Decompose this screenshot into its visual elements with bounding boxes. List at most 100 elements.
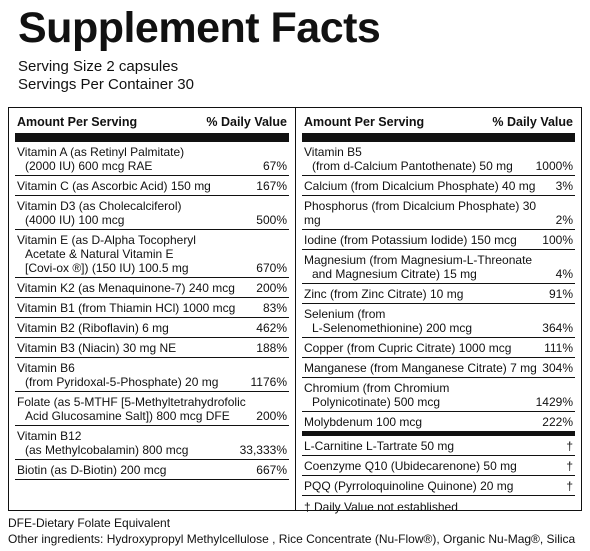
daily-value: 1176% [250,375,287,389]
nutrient-name: Vitamin C (as Ascorbic Acid) 150 mg [17,179,211,193]
servings-per-container: Servings Per Container 30 [18,76,194,93]
nutrient-name: Vitamin D3 (as Cholecalciferol) (4000 IU)… [17,199,182,227]
name-line: Vitamin B6 [17,361,75,375]
name-line: (2000 IU) 600 mcg RAE [25,159,153,173]
daily-value: 222% [542,415,573,429]
footer-line: DFE-Dietary Folate Equivalent [8,516,171,530]
nutrient-row: Manganese (from Manganese Citrate) 7 mg 3… [302,358,575,378]
nutrient-name: Selenium (from L-Selenomethionine) 200 mc… [304,307,472,335]
nutrient-row: Calcium (from Dicalcium Phosphate) 40 mg… [302,176,575,196]
nutrient-name: Molybdenum 100 mcg [304,415,422,429]
daily-value: 200% [256,409,287,423]
nutrient-row: Selenium (from L-Selenomethionine) 200 mc… [302,304,575,338]
daily-value: 364% [542,321,573,335]
title: Supplement Facts [18,4,381,52]
serving-size: Serving Size 2 capsules [18,58,179,75]
name-line: Copper (from Cupric Citrate) 1000 mcg [304,341,512,355]
nutrient-name: Chromium (from Chromium Polynicotinate) 5… [304,381,449,409]
column-header: Amount Per Serving % Daily Value [302,108,575,142]
nutrient-row: Copper (from Cupric Citrate) 1000 mcg 111… [302,338,575,358]
nutrient-name: Vitamin B5 (from d-Calcium Pantothenate) … [304,145,513,173]
nutrient-row: Magnesium (from Magnesium-L-Threonate and… [302,250,575,284]
name-line: L-Selenomethionine) 200 mcg [312,321,473,335]
name-line: Zinc (from Zinc Citrate) 10 mg [304,287,464,301]
daily-value: 670% [256,261,287,275]
column: Amount Per Serving % Daily Value Vitamin B… [295,108,581,514]
nutrient-name: Vitamin B12 (as Methylcobalamin) 800 mcg [17,429,188,457]
nutrient-name: Zinc (from Zinc Citrate) 10 mg [304,287,463,301]
name-line: Acid Glucosamine Salt]) 800 mcg DFE [25,409,230,423]
name-line: [Covi-ox ®]) (150 IU) 100.5 mg [25,261,189,275]
name-line: Vitamin K2 (as Menaquinone-7) 240 mcg [17,281,235,295]
daily-value: 91% [548,287,573,301]
name-line: Polynicotinate) 500 mcg [312,395,441,409]
nutrient-name: L-Carnitine L-Tartrate 50 mg [304,439,454,453]
dv-header: % Daily Value [206,115,287,129]
daily-value: 1000% [535,159,573,173]
nutrient-name: PQQ (Pyrroloquinoline Quinone) 20 mg [304,479,513,493]
nutrient-row: Iodine (from Potassium Iodide) 150 mcg 10… [302,230,575,250]
daily-value: 1429% [535,395,573,409]
daily-value: 4% [555,267,573,281]
name-line: Vitamin C (as Ascorbic Acid) 150 mg [17,179,211,193]
nutrient-row: Folate (as 5-MTHF [5-Methyltetrahydrofol… [15,392,289,426]
daily-value: 2% [555,213,573,227]
name-line: Calcium (from Dicalcium Phosphate) 40 mg [304,179,536,193]
daily-value: 111% [544,341,573,355]
name-line: Phosphorus (from Dicalcium Phosphate) 30… [304,199,537,227]
name-line: Vitamin D3 (as Cholecalciferol) [17,199,182,213]
column: Amount Per Serving % Daily Value Vitamin A… [9,108,295,510]
nutrient-name: Vitamin A (as Retinyl Palmitate) (2000 IU… [17,145,184,173]
daily-value: 667% [256,463,287,477]
name-line: (from d-Calcium Pantothenate) 50 mg [312,159,513,173]
amount-header: Amount Per Serving [17,115,138,129]
name-line: Vitamin A (as Retinyl Palmitate) [17,145,185,159]
name-line: Biotin (as D-Biotin) 200 mcg [17,463,167,477]
name-line: (as Methylcobalamin) 800 mcg [25,443,189,457]
name-line: Magnesium (from Magnesium-L-Threonate [304,253,533,267]
nutrient-name: Vitamin E (as D-Alpha Tocopheryl Acetate … [17,233,196,275]
nutrient-row: Vitamin K2 (as Menaquinone-7) 240 mcg 200… [15,278,289,298]
nutrient-row: Vitamin A (as Retinyl Palmitate) (2000 IU… [15,142,289,176]
name-line: Vitamin B1 (from Thiamin HCl) 1000 mcg [17,301,236,315]
nutrient-row: Vitamin B1 (from Thiamin HCl) 1000 mcg 83… [15,298,289,318]
daily-value: 462% [256,321,287,335]
nutrient-name: Manganese (from Manganese Citrate) 7 mg [304,361,537,375]
daily-value: † [566,459,573,473]
nutrient-name: Vitamin B2 (Riboflavin) 6 mg [17,321,169,335]
nutrient-name: Phosphorus (from Dicalcium Phosphate) 30… [304,199,552,227]
daily-value: 100% [542,233,573,247]
nutrient-row: Vitamin E (as D-Alpha Tocopheryl Acetate … [15,230,289,278]
nutrient-name: Biotin (as D-Biotin) 200 mcg [17,463,166,477]
nutrient-name: Coenzyme Q10 (Ubidecarenone) 50 mg [304,459,517,473]
daily-value: 3% [555,179,573,193]
daily-value: 200% [256,281,287,295]
name-line: L-Carnitine L-Tartrate 50 mg [304,439,455,453]
name-line: (from Pyridoxal-5-Phosphate) 20 mg [25,375,219,389]
nutrient-row: Biotin (as D-Biotin) 200 mcg 667% [15,460,289,480]
daily-value: 500% [256,213,287,227]
daily-value: † [566,479,573,493]
nutrient-row: Phosphorus (from Dicalcium Phosphate) 30… [302,196,575,230]
column-header: Amount Per Serving % Daily Value [15,108,289,142]
nutrient-name: Magnesium (from Magnesium-L-Threonate and… [304,253,532,281]
name-line: Coenzyme Q10 (Ubidecarenone) 50 mg [304,459,517,473]
nutrient-name: Vitamin B1 (from Thiamin HCl) 1000 mcg [17,301,235,315]
nutrient-row: L-Carnitine L-Tartrate 50 mg † [302,436,575,456]
name-line: (4000 IU) 100 mcg [25,213,125,227]
nutrient-name: Vitamin B6 (from Pyridoxal-5-Phosphate) 2… [17,361,218,389]
nutrient-row: Vitamin B2 (Riboflavin) 6 mg 462% [15,318,289,338]
nutrient-row: Chromium (from Chromium Polynicotinate) 5… [302,378,575,412]
daily-value: 167% [256,179,287,193]
name-line: Manganese (from Manganese Citrate) 7 mg [304,361,537,375]
name-line: and Magnesium Citrate) 15 mg [312,267,477,281]
nutrient-row: Zinc (from Zinc Citrate) 10 mg 91% [302,284,575,304]
nutrient-name: Calcium (from Dicalcium Phosphate) 40 mg [304,179,535,193]
nutrient-row: Molybdenum 100 mcg 222% [302,412,575,436]
amount-header: Amount Per Serving [304,115,425,129]
nutrient-row: Coenzyme Q10 (Ubidecarenone) 50 mg † [302,456,575,476]
name-line: Molybdenum 100 mcg [304,415,423,429]
nutrient-row: Vitamin D3 (as Cholecalciferol) (4000 IU)… [15,196,289,230]
dv-header: % Daily Value [492,115,573,129]
